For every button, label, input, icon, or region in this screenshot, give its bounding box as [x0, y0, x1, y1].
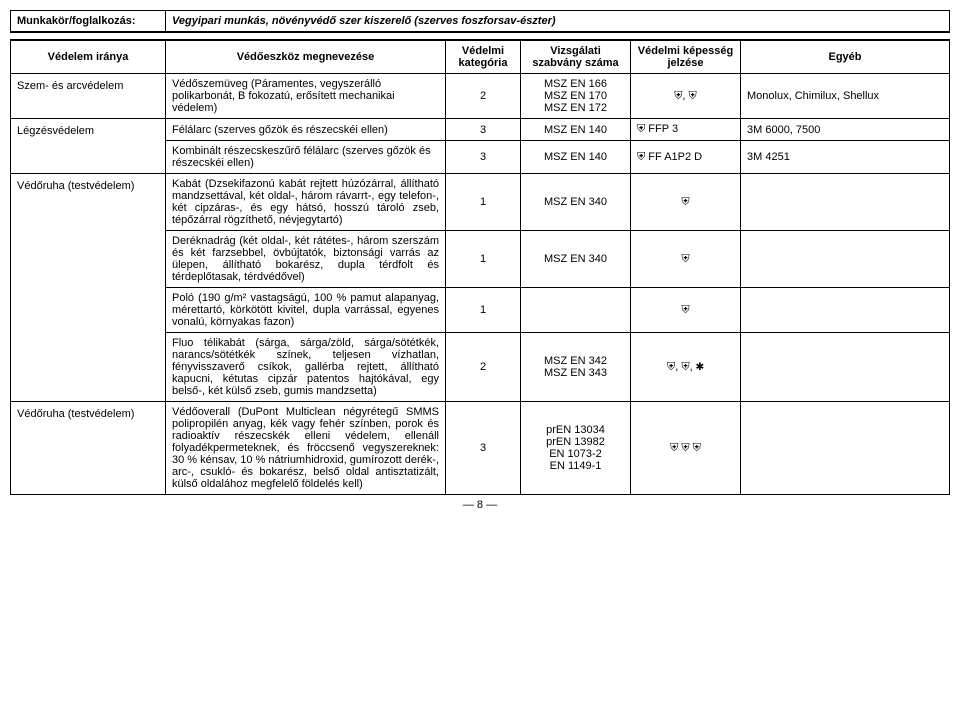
section-label: Légzésvédelem	[11, 119, 166, 174]
cell-egyeb	[741, 333, 950, 402]
cell-kep: ⛨ FF A1P2 D	[631, 141, 741, 174]
cell-kat: 3	[446, 119, 521, 141]
cell-eszk: Poló (190 g/m² vastagságú, 100 % pamut a…	[166, 288, 446, 333]
col-head-4: Vizsgálati szabvány száma	[521, 41, 631, 74]
table-row: Védőruha (testvédelem) Védőoverall (DuPo…	[11, 402, 950, 495]
cell-egyeb: 3M 4251	[741, 141, 950, 174]
cell-kat: 1	[446, 174, 521, 231]
section-label: Védőruha (testvédelem)	[11, 402, 166, 495]
cell-kat: 1	[446, 231, 521, 288]
col-head-6: Egyéb	[741, 41, 950, 74]
section-label: Szem- és arcvédelem	[11, 74, 166, 119]
cell-eszk: Deréknadrág (két oldal-, két rátétes-, h…	[166, 231, 446, 288]
cell-szabv: MSZ EN 340	[521, 174, 631, 231]
cell-kat: 3	[446, 402, 521, 495]
spacer	[10, 32, 950, 40]
cell-eszk: Védőszemüveg (Páramentes, vegyszerálló p…	[166, 74, 446, 119]
cell-kat: 3	[446, 141, 521, 174]
col-head-3: Védelmi kategória	[446, 41, 521, 74]
table-row: Légzésvédelem Félálarc (szerves gőzök és…	[11, 119, 950, 141]
cell-egyeb	[741, 288, 950, 333]
cell-eszk: Kabát (Dzsekifazonú kabát rejtett húzózá…	[166, 174, 446, 231]
cell-kep: ⛨ ⛨ ⛨	[631, 402, 741, 495]
cell-szabv: MSZ EN 342 MSZ EN 343	[521, 333, 631, 402]
cell-szabv: MSZ EN 140	[521, 141, 631, 174]
cell-kat: 2	[446, 74, 521, 119]
page-number: — 8 —	[10, 495, 950, 511]
cell-egyeb	[741, 231, 950, 288]
main-table: Védelem iránya Védőeszköz megnevezése Vé…	[10, 40, 950, 495]
cell-kep: ⛨, ⛨, ✱	[631, 333, 741, 402]
cell-egyeb: 3M 6000, 7500	[741, 119, 950, 141]
cell-kep: ⛨	[631, 174, 741, 231]
cell-szabv: prEN 13034 prEN 13982 EN 1073-2 EN 1149-…	[521, 402, 631, 495]
cell-szabv: MSZ EN 166 MSZ EN 170 MSZ EN 172	[521, 74, 631, 119]
cell-egyeb	[741, 402, 950, 495]
cell-egyeb	[741, 174, 950, 231]
col-head-2: Védőeszköz megnevezése	[166, 41, 446, 74]
cell-kep: ⛨	[631, 231, 741, 288]
col-head-1: Védelem iránya	[11, 41, 166, 74]
cell-kep: ⛨, ⛨	[631, 74, 741, 119]
cell-kep: ⛨ FFP 3	[631, 119, 741, 141]
header-table: Munkakör/foglalkozás: Vegyipari munkás, …	[10, 10, 950, 32]
cell-kep: ⛨	[631, 288, 741, 333]
section-label: Védőruha (testvédelem)	[11, 174, 166, 402]
cell-eszk: Kombinált részecskeszűrő félálarc (szerv…	[166, 141, 446, 174]
cell-eszk: Fluo télikabát (sárga, sárga/zöld, sárga…	[166, 333, 446, 402]
cell-eszk: Védőoverall (DuPont Multiclean négyréteg…	[166, 402, 446, 495]
cell-kat: 2	[446, 333, 521, 402]
cell-eszk: Félálarc (szerves gőzök és részecskéi el…	[166, 119, 446, 141]
cell-szabv	[521, 288, 631, 333]
cell-kat: 1	[446, 288, 521, 333]
col-head-5: Védelmi képesség jelzése	[631, 41, 741, 74]
header-value: Vegyipari munkás, növényvédő szer kiszer…	[166, 11, 950, 32]
cell-szabv: MSZ EN 340	[521, 231, 631, 288]
table-row: Védőruha (testvédelem) Kabát (Dzsekifazo…	[11, 174, 950, 231]
cell-szabv: MSZ EN 140	[521, 119, 631, 141]
table-head-row: Védelem iránya Védőeszköz megnevezése Vé…	[11, 41, 950, 74]
header-label: Munkakör/foglalkozás:	[11, 11, 166, 32]
table-row: Szem- és arcvédelem Védőszemüveg (Párame…	[11, 74, 950, 119]
cell-egyeb: Monolux, Chimilux, Shellux	[741, 74, 950, 119]
